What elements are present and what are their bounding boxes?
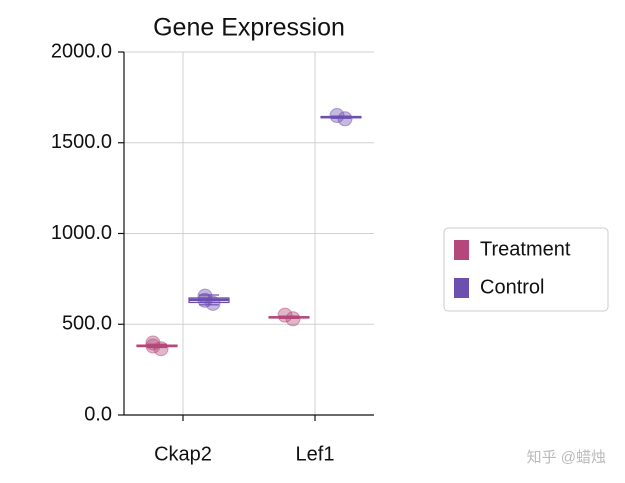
x-tick-label: Ckap2 [154,443,212,465]
legend-label: Control [480,276,544,298]
watermark: 知乎 @蜡烛 [527,449,606,466]
y-tick-label: 2000.0 [51,40,112,62]
data-point [145,338,161,354]
y-tick-label: 1000.0 [51,222,112,244]
data-point [205,295,221,311]
legend-swatch [454,240,469,260]
data-point [197,292,213,308]
legend-label: Treatment [480,238,571,260]
chart-title: Gene Expression [153,14,345,42]
data-point [329,108,345,124]
data-point [337,111,353,127]
data-point [153,341,169,357]
legend-swatch [454,278,469,298]
data-point [285,311,301,327]
data-point [277,307,293,323]
y-tick-label: 500.0 [62,313,112,335]
y-tick-label: 0.0 [84,403,112,425]
y-tick-label: 1500.0 [51,131,112,153]
x-tick-label: Lef1 [296,443,335,465]
legend-box [443,227,609,312]
